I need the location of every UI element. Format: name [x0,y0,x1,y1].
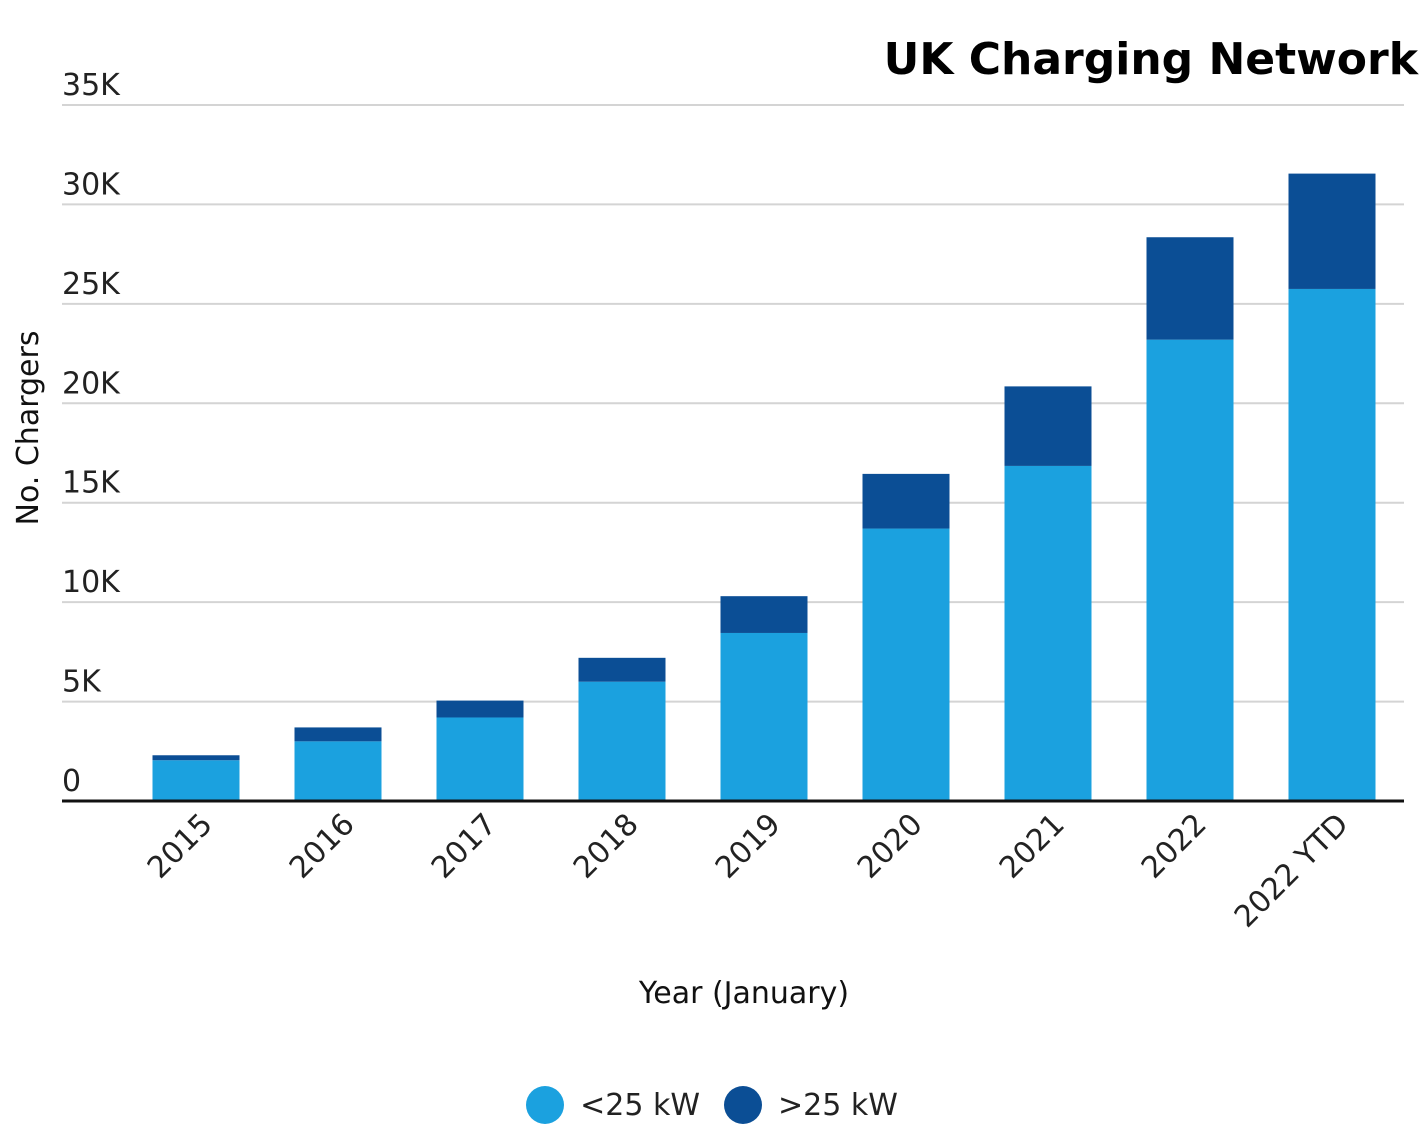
bar-lt25-2020 [862,528,950,801]
x-tick-label: 2016 [283,807,362,886]
x-tick-label: 2017 [425,807,504,886]
y-tick-label: 25K [62,267,121,302]
x-axis-ticks: 2015 2016 2017 2018 2019 2020 2021 2022 2022 YTD [141,807,1356,935]
x-tick-label: 2022 [1135,807,1214,886]
bar-lt25-2016 [294,741,382,801]
bars [152,173,1376,801]
gridlines [62,104,1404,703]
y-axis-label: No. Chargers [11,331,46,526]
x-tick-label: 2018 [567,807,646,886]
y-tick-label: 5K [62,665,102,700]
bar-lt25-2015 [152,760,240,801]
x-tick-label: 2015 [141,807,220,886]
bar-gt25-2019 [720,596,808,633]
bar-gt25-2021 [1004,386,1092,466]
bar-gt25-2017 [436,700,524,718]
bar-lt25-2018 [578,681,666,801]
x-tick-label: 2019 [709,807,788,886]
bar-gt25-2020 [862,473,950,529]
bar-lt25-2022-ytd [1288,288,1376,801]
bar-lt25-2022 [1146,339,1234,801]
legend-item-lt25[interactable]: <25 kW [526,1086,700,1124]
bar-gt25-2016 [294,727,382,742]
y-tick-label: 30K [62,167,121,202]
legend: <25 kW >25 kW [0,1086,1424,1124]
y-tick-label: 35K [62,68,121,103]
bar-lt25-2019 [720,632,808,801]
legend-swatch-gt25 [724,1086,762,1124]
chart: UK Charging Network 0 5K 10K 15K 20K 25K 30K 35… [11,34,1420,1011]
chart-title: UK Charging Network [884,34,1420,85]
bar-gt25-2015 [152,755,240,761]
y-tick-label: 10K [62,565,121,600]
y-tick-label: 20K [62,366,121,401]
legend-swatch-lt25 [526,1086,565,1124]
x-tick-label: 2022 YTD [1228,807,1356,935]
bar-gt25-2018 [578,657,666,682]
x-axis-label: Year (January) [638,976,849,1011]
bar-lt25-2017 [436,717,524,801]
x-tick-label: 2020 [851,807,930,886]
y-tick-label: 15K [62,466,121,501]
y-axis-ticks: 0 5K 10K 15K 20K 25K 30K 35K [62,68,121,799]
y-tick-label: 0 [62,764,81,799]
legend-label-gt25: >25 kW [778,1087,898,1123]
bar-lt25-2021 [1004,465,1092,801]
x-tick-label: 2021 [993,807,1072,886]
legend-item-gt25[interactable]: >25 kW [724,1086,898,1124]
bar-gt25-2022 [1146,237,1234,340]
legend-label-lt25: <25 kW [580,1087,700,1123]
bar-gt25-2022-ytd [1288,173,1376,289]
